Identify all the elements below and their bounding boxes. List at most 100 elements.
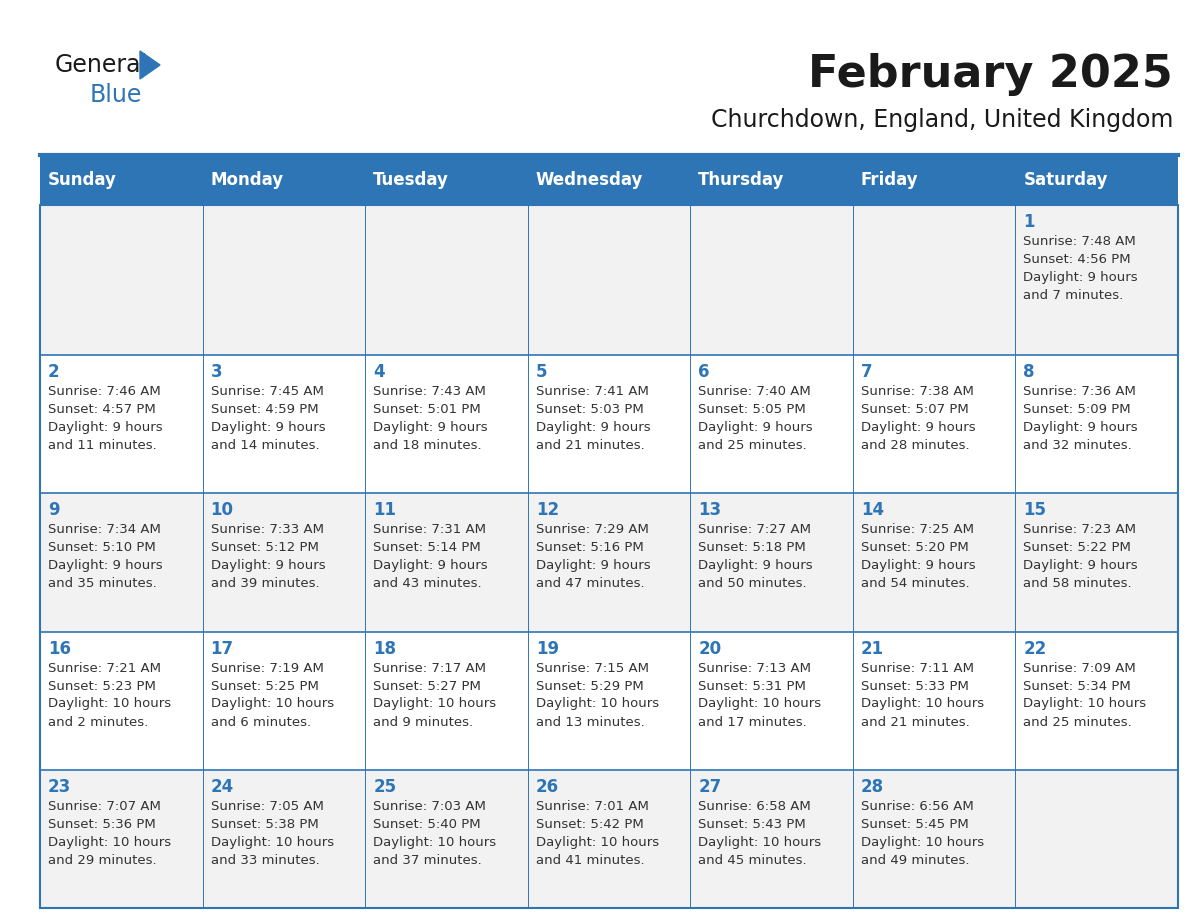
Text: 1: 1 bbox=[1023, 213, 1035, 231]
Text: 24: 24 bbox=[210, 778, 234, 796]
Text: Churchdown, England, United Kingdom: Churchdown, England, United Kingdom bbox=[710, 108, 1173, 132]
Text: Daylight: 10 hours: Daylight: 10 hours bbox=[373, 835, 497, 849]
Text: Saturday: Saturday bbox=[1023, 171, 1108, 189]
Text: Sunrise: 7:17 AM: Sunrise: 7:17 AM bbox=[373, 662, 486, 675]
Text: Sunset: 5:40 PM: Sunset: 5:40 PM bbox=[373, 818, 481, 831]
Text: Sunrise: 7:27 AM: Sunrise: 7:27 AM bbox=[699, 523, 811, 536]
Text: and 49 minutes.: and 49 minutes. bbox=[861, 854, 969, 867]
Text: Wednesday: Wednesday bbox=[536, 171, 643, 189]
Text: Sunrise: 7:21 AM: Sunrise: 7:21 AM bbox=[48, 662, 162, 675]
Text: Daylight: 10 hours: Daylight: 10 hours bbox=[861, 835, 984, 849]
Text: Daylight: 10 hours: Daylight: 10 hours bbox=[861, 698, 984, 711]
Text: Daylight: 9 hours: Daylight: 9 hours bbox=[373, 559, 488, 572]
Text: Daylight: 9 hours: Daylight: 9 hours bbox=[861, 559, 975, 572]
Text: Sunset: 5:33 PM: Sunset: 5:33 PM bbox=[861, 679, 968, 692]
Text: and 7 minutes.: and 7 minutes. bbox=[1023, 289, 1124, 302]
Text: and 32 minutes.: and 32 minutes. bbox=[1023, 439, 1132, 452]
Text: and 45 minutes.: and 45 minutes. bbox=[699, 854, 807, 867]
Text: Sunrise: 7:33 AM: Sunrise: 7:33 AM bbox=[210, 523, 323, 536]
Text: 7: 7 bbox=[861, 363, 872, 381]
Text: Sunset: 5:18 PM: Sunset: 5:18 PM bbox=[699, 542, 805, 554]
Text: Sunset: 5:42 PM: Sunset: 5:42 PM bbox=[536, 818, 644, 831]
Text: Sunrise: 6:58 AM: Sunrise: 6:58 AM bbox=[699, 800, 811, 812]
Text: 20: 20 bbox=[699, 640, 721, 657]
Text: Sunset: 5:29 PM: Sunset: 5:29 PM bbox=[536, 679, 644, 692]
Text: Daylight: 9 hours: Daylight: 9 hours bbox=[1023, 559, 1138, 572]
Text: Sunset: 5:03 PM: Sunset: 5:03 PM bbox=[536, 403, 644, 416]
Bar bbox=[40, 355, 1178, 493]
Text: 16: 16 bbox=[48, 640, 71, 657]
Text: February 2025: February 2025 bbox=[808, 53, 1173, 96]
Text: Daylight: 9 hours: Daylight: 9 hours bbox=[48, 559, 163, 572]
Text: and 41 minutes.: and 41 minutes. bbox=[536, 854, 644, 867]
Text: and 21 minutes.: and 21 minutes. bbox=[536, 439, 644, 452]
Text: Sunrise: 7:36 AM: Sunrise: 7:36 AM bbox=[1023, 385, 1136, 398]
Text: Daylight: 10 hours: Daylight: 10 hours bbox=[210, 835, 334, 849]
Text: Tuesday: Tuesday bbox=[373, 171, 449, 189]
Text: Thursday: Thursday bbox=[699, 171, 784, 189]
Text: 19: 19 bbox=[536, 640, 558, 657]
Text: Sunrise: 7:46 AM: Sunrise: 7:46 AM bbox=[48, 385, 160, 398]
Text: and 11 minutes.: and 11 minutes. bbox=[48, 439, 157, 452]
Text: Daylight: 10 hours: Daylight: 10 hours bbox=[1023, 698, 1146, 711]
Bar bbox=[40, 493, 1178, 632]
Text: Sunrise: 7:41 AM: Sunrise: 7:41 AM bbox=[536, 385, 649, 398]
Text: Daylight: 9 hours: Daylight: 9 hours bbox=[1023, 421, 1138, 434]
Text: Sunday: Sunday bbox=[48, 171, 116, 189]
Text: Daylight: 9 hours: Daylight: 9 hours bbox=[861, 421, 975, 434]
Text: 6: 6 bbox=[699, 363, 709, 381]
Text: Sunset: 5:07 PM: Sunset: 5:07 PM bbox=[861, 403, 968, 416]
Text: and 18 minutes.: and 18 minutes. bbox=[373, 439, 482, 452]
Text: Sunset: 4:59 PM: Sunset: 4:59 PM bbox=[210, 403, 318, 416]
Text: 13: 13 bbox=[699, 501, 721, 520]
Text: Daylight: 9 hours: Daylight: 9 hours bbox=[373, 421, 488, 434]
Text: Friday: Friday bbox=[861, 171, 918, 189]
Text: 10: 10 bbox=[210, 501, 234, 520]
Text: 2: 2 bbox=[48, 363, 59, 381]
Text: 15: 15 bbox=[1023, 501, 1047, 520]
Text: Daylight: 10 hours: Daylight: 10 hours bbox=[536, 835, 659, 849]
Text: General: General bbox=[55, 53, 148, 77]
Bar bbox=[40, 155, 1178, 205]
Text: 9: 9 bbox=[48, 501, 59, 520]
Text: Sunrise: 7:03 AM: Sunrise: 7:03 AM bbox=[373, 800, 486, 812]
Text: Sunrise: 7:13 AM: Sunrise: 7:13 AM bbox=[699, 662, 811, 675]
Text: and 58 minutes.: and 58 minutes. bbox=[1023, 577, 1132, 590]
Bar bbox=[40, 205, 1178, 355]
Text: Sunset: 5:34 PM: Sunset: 5:34 PM bbox=[1023, 679, 1131, 692]
Text: Blue: Blue bbox=[90, 83, 143, 107]
Text: Sunset: 5:01 PM: Sunset: 5:01 PM bbox=[373, 403, 481, 416]
Text: Sunset: 5:27 PM: Sunset: 5:27 PM bbox=[373, 679, 481, 692]
Text: Sunrise: 7:38 AM: Sunrise: 7:38 AM bbox=[861, 385, 974, 398]
Text: Sunrise: 7:11 AM: Sunrise: 7:11 AM bbox=[861, 662, 974, 675]
Text: Sunset: 5:22 PM: Sunset: 5:22 PM bbox=[1023, 542, 1131, 554]
Text: Daylight: 10 hours: Daylight: 10 hours bbox=[699, 698, 821, 711]
Text: Sunset: 5:36 PM: Sunset: 5:36 PM bbox=[48, 818, 156, 831]
Text: Sunrise: 6:56 AM: Sunrise: 6:56 AM bbox=[861, 800, 974, 812]
Polygon shape bbox=[140, 51, 160, 79]
Text: Sunset: 5:10 PM: Sunset: 5:10 PM bbox=[48, 542, 156, 554]
Text: 22: 22 bbox=[1023, 640, 1047, 657]
Text: Sunset: 5:14 PM: Sunset: 5:14 PM bbox=[373, 542, 481, 554]
Text: and 9 minutes.: and 9 minutes. bbox=[373, 715, 473, 729]
Text: Sunset: 5:09 PM: Sunset: 5:09 PM bbox=[1023, 403, 1131, 416]
Text: Sunrise: 7:07 AM: Sunrise: 7:07 AM bbox=[48, 800, 160, 812]
Text: and 35 minutes.: and 35 minutes. bbox=[48, 577, 157, 590]
Bar bbox=[40, 632, 1178, 770]
Text: Sunset: 5:43 PM: Sunset: 5:43 PM bbox=[699, 818, 805, 831]
Text: and 17 minutes.: and 17 minutes. bbox=[699, 715, 807, 729]
Text: Sunset: 5:23 PM: Sunset: 5:23 PM bbox=[48, 679, 156, 692]
Text: Sunrise: 7:31 AM: Sunrise: 7:31 AM bbox=[373, 523, 486, 536]
Text: Daylight: 10 hours: Daylight: 10 hours bbox=[373, 698, 497, 711]
Text: Daylight: 9 hours: Daylight: 9 hours bbox=[536, 559, 650, 572]
Text: 23: 23 bbox=[48, 778, 71, 796]
Text: Sunset: 5:20 PM: Sunset: 5:20 PM bbox=[861, 542, 968, 554]
Text: Sunset: 5:38 PM: Sunset: 5:38 PM bbox=[210, 818, 318, 831]
Text: 11: 11 bbox=[373, 501, 396, 520]
Text: Sunrise: 7:05 AM: Sunrise: 7:05 AM bbox=[210, 800, 323, 812]
Text: and 25 minutes.: and 25 minutes. bbox=[1023, 715, 1132, 729]
Text: Sunrise: 7:43 AM: Sunrise: 7:43 AM bbox=[373, 385, 486, 398]
Text: Daylight: 10 hours: Daylight: 10 hours bbox=[210, 698, 334, 711]
Text: and 33 minutes.: and 33 minutes. bbox=[210, 854, 320, 867]
Text: Sunset: 5:12 PM: Sunset: 5:12 PM bbox=[210, 542, 318, 554]
